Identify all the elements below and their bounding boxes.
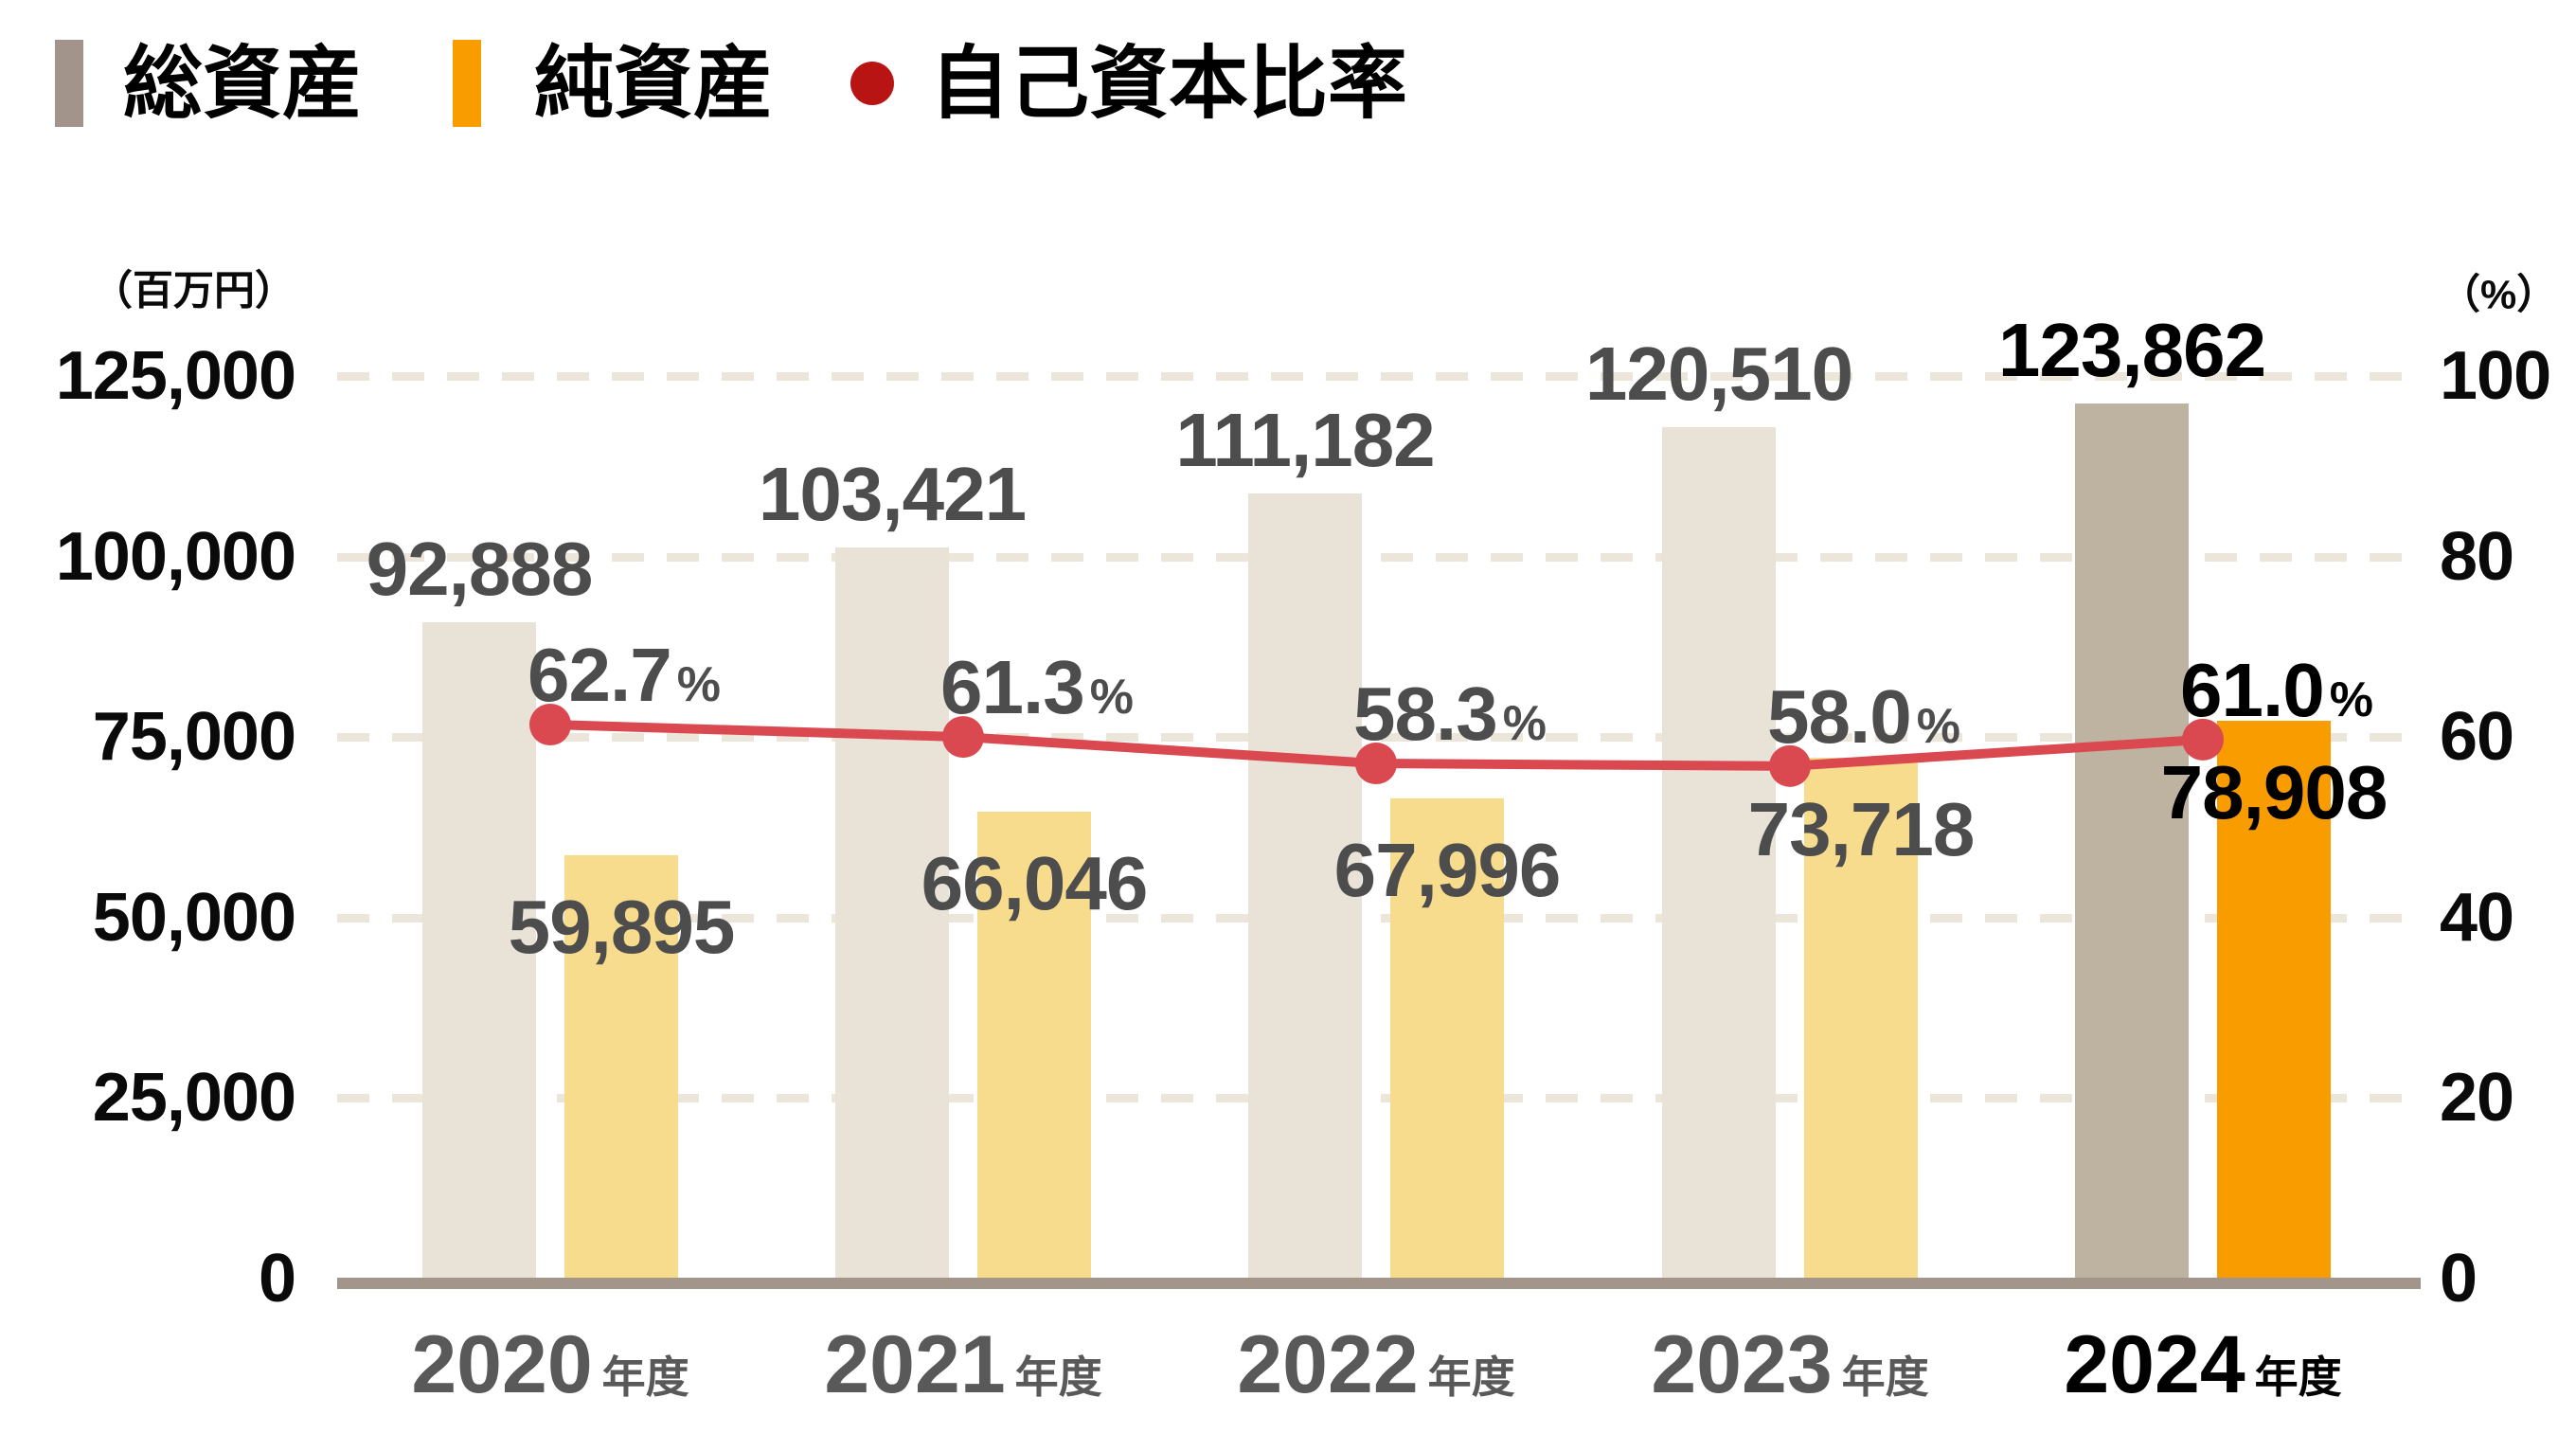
equity-ratio-value-2022: 58.3%	[1353, 676, 1547, 752]
total-assets-bar-2021	[835, 547, 949, 1279]
total-assets-value-2024: 123,862	[1997, 308, 2266, 392]
year-suffix-text: 年度	[1841, 1352, 1929, 1402]
equity-ratio-number: 61.0	[2180, 647, 2325, 732]
gridline-125000	[337, 372, 2421, 381]
net-assets-value-2020: 59,895	[508, 885, 736, 970]
total-assets-value-2022: 111,182	[1175, 397, 1435, 482]
year-suffix-text: 年度	[601, 1352, 689, 1402]
total-assets-value-2023: 120,510	[1584, 331, 1853, 416]
year-text: 2021	[824, 1319, 1006, 1410]
gridline-25000	[337, 1094, 2421, 1103]
x-axis-label-2022: 2022 年度	[1237, 1324, 1514, 1406]
x-axis-label-2023: 2023 年度	[1651, 1324, 1928, 1406]
left-axis-tick-100000: 100,000	[55, 518, 296, 595]
equity-ratio-value-2024: 61.0%	[2180, 647, 2373, 732]
left-axis-tick-25000: 25,000	[92, 1060, 296, 1137]
x-axis-label-2024: 2024 年度	[2064, 1324, 2341, 1406]
net-assets-bar-2020	[564, 855, 678, 1279]
x-axis-label-2021: 2021 年度	[824, 1324, 1101, 1406]
net-assets-bar-2021	[977, 812, 1091, 1279]
net-assets-bar-2024	[2217, 721, 2331, 1279]
legend-label-net-assets: 純資産	[534, 39, 774, 128]
total-assets-bar-swatch-icon	[55, 40, 83, 127]
percent-sign: %	[1089, 670, 1134, 726]
net-assets-bar-swatch-icon	[453, 40, 481, 127]
x-axis-line	[337, 1278, 2421, 1289]
net-assets-value-2021: 66,046	[921, 841, 1149, 926]
percent-sign: %	[1502, 696, 1547, 752]
left-axis-tick-75000: 75,000	[92, 699, 296, 776]
legend-item-net-assets: 純資産	[453, 34, 773, 133]
year-suffix-text: 年度	[1014, 1352, 1102, 1402]
net-assets-value-2023: 73,718	[1747, 787, 1976, 872]
legend-label-equity-ratio: 自己資本比率	[930, 39, 1408, 128]
equity-ratio-value-2023: 58.0%	[1767, 673, 1960, 759]
gridline-50000	[337, 913, 2421, 923]
x-axis-label-2020: 2020 年度	[411, 1324, 689, 1406]
year-text: 2020	[411, 1319, 593, 1410]
right-axis-tick-40: 40	[2440, 879, 2514, 956]
right-axis-tick-60: 60	[2440, 699, 2514, 776]
total-assets-value-2021: 103,421	[758, 452, 1027, 537]
left-axis-tick-125000: 125,000	[55, 338, 296, 414]
equity-ratio-number: 62.7	[528, 633, 672, 718]
total-assets-value-2020: 92,888	[366, 527, 594, 612]
gridline-100000	[337, 552, 2421, 562]
total-assets-bar-2024	[2075, 403, 2189, 1279]
percent-sign: %	[676, 657, 721, 713]
percent-sign: %	[1916, 698, 1960, 754]
total-assets-bar-2020	[422, 622, 536, 1279]
total-assets-bar-2022	[1248, 493, 1362, 1279]
year-text: 2023	[1651, 1319, 1833, 1410]
net-assets-bar-2023	[1804, 758, 1918, 1279]
net-assets-value-2022: 67,996	[1333, 827, 1562, 912]
right-axis-tick-0: 0	[2440, 1241, 2478, 1317]
equity-ratio-value-2020: 62.7%	[528, 637, 721, 713]
net-assets-value-2024: 78,908	[2160, 750, 2388, 835]
right-axis-tick-80: 80	[2440, 518, 2514, 595]
left-axis-tick-50000: 50,000	[92, 879, 296, 956]
equity-ratio-dot-icon	[850, 62, 894, 105]
total-assets-bar-2023	[1662, 426, 1776, 1279]
left-axis-unit: （百万円）	[92, 268, 295, 314]
equity-ratio-value-2021: 61.3%	[940, 650, 1134, 726]
percent-sign: %	[2329, 672, 2373, 727]
equity-ratio-number: 58.0	[1767, 673, 1912, 759]
equity-ratio-number: 58.3	[1353, 672, 1498, 757]
right-axis-tick-20: 20	[2440, 1060, 2514, 1137]
equity-ratio-number: 61.3	[940, 645, 1085, 730]
legend-item-total-assets: 総資産	[55, 34, 362, 133]
legend-label-total-assets: 総資産	[123, 39, 363, 128]
right-axis-unit: （%）	[2440, 272, 2558, 318]
net-assets-bar-2022	[1390, 797, 1504, 1279]
year-text: 2022	[1237, 1319, 1419, 1410]
right-axis-tick-100: 100	[2440, 338, 2551, 414]
left-axis-tick-0: 0	[258, 1241, 296, 1317]
legend-item-equity-ratio: 自己資本比率	[850, 34, 1407, 133]
year-suffix-text: 年度	[2254, 1352, 2342, 1402]
year-suffix-text: 年度	[1427, 1352, 1515, 1402]
year-text: 2024	[2064, 1319, 2245, 1410]
